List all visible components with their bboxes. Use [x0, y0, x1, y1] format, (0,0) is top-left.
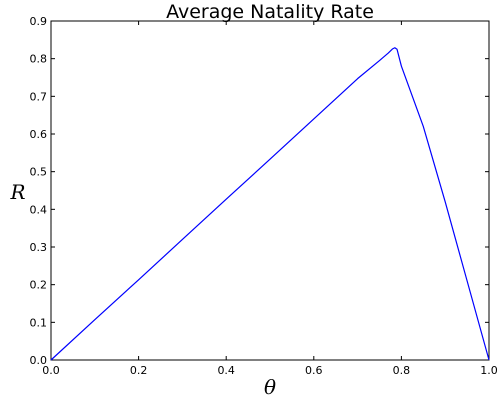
series-line-0 — [50, 47, 490, 361]
y-tick-label: 0.3 — [30, 241, 48, 254]
chart-title: Average Natality Rate — [166, 1, 374, 23]
plot-frame — [50, 20, 490, 361]
y-axis-label: R — [9, 180, 25, 204]
plot-area: 0.0 0.2 0.4 0.6 0.8 1.0 0.0 0.1 0.2 0.3 0.4 0.5 0.6 0… — [30, 15, 497, 377]
x-tick-label: 0.0 — [42, 364, 60, 377]
x-axis-label: θ — [264, 375, 276, 398]
x-tick-label: 0.8 — [393, 364, 411, 377]
x-tick-label: 1.0 — [480, 364, 497, 377]
x-tick-label: 0.2 — [130, 364, 148, 377]
y-tick-label: 0.5 — [30, 166, 48, 179]
y-tick-label: 0.7 — [30, 90, 48, 103]
y-tick-label: 0.8 — [30, 53, 48, 66]
y-tick-label: 0.9 — [30, 15, 48, 28]
x-tick-label: 0.4 — [217, 364, 235, 377]
y-tick-label: 0.4 — [30, 203, 48, 216]
y-tick-label: 0.6 — [30, 128, 48, 141]
x-tick-label: 0.6 — [305, 364, 323, 377]
y-tick-label: 0.1 — [30, 316, 48, 329]
y-tick-label: 0.2 — [30, 279, 48, 292]
y-tick-label: 0.0 — [30, 354, 48, 367]
